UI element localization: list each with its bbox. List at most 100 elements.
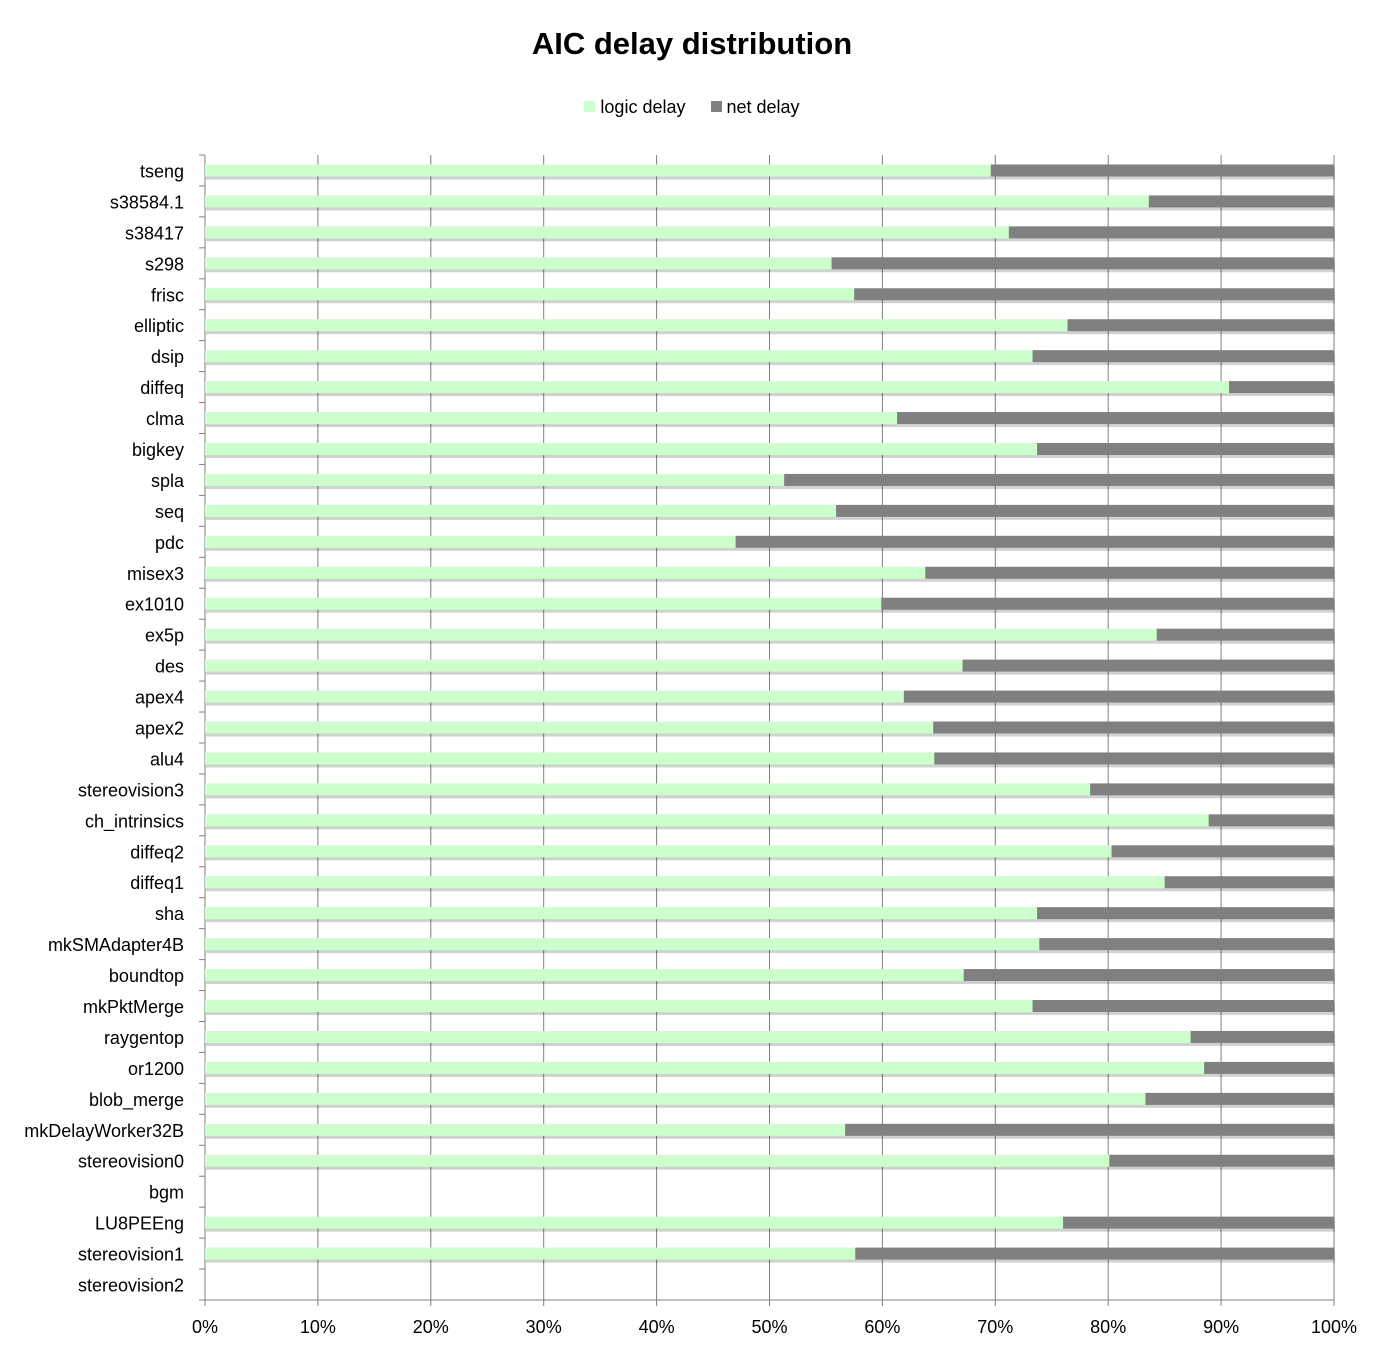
category-label: bgm [149,1183,184,1203]
bar-net-delay [836,504,1334,517]
bar-net-delay [1111,845,1334,858]
category-label: mkDelayWorker32B [24,1121,184,1141]
bar-net-delay [925,566,1334,579]
category-label: s298 [145,254,184,274]
category-label: stereovision1 [78,1245,184,1265]
bar-logic-delay [205,288,855,301]
bar-net-delay [1063,1216,1334,1229]
bar-logic-delay [205,473,785,486]
chart-title: AIC delay distribution [531,26,853,61]
x-tick-label: 50% [751,1317,787,1337]
bar-logic-delay [205,845,1112,858]
bar-logic-delay [205,752,935,765]
bar-net-delay [1037,442,1334,455]
chart-legend: logic delay net delay [0,97,1384,118]
bar-logic-delay [205,597,882,610]
legend-item-net-delay: net delay [710,97,800,118]
bar-net-delay [903,690,1334,703]
category-label: or1200 [128,1059,184,1079]
bar-net-delay [1208,814,1334,827]
bar-net-delay [854,288,1334,301]
bar-logic-delay [205,907,1038,920]
category-label: bigkey [132,440,184,460]
bar-logic-delay [205,628,1157,641]
x-tick-label: 90% [1203,1317,1239,1337]
category-label: frisc [151,285,184,305]
bar-net-delay [1090,783,1334,796]
bar-logic-delay [205,566,926,579]
bar-net-delay [990,164,1334,177]
bar-logic-delay [205,659,963,672]
bar-net-delay [1145,1092,1334,1105]
legend-swatch-logic-delay [584,101,596,112]
bar-logic-delay [205,412,898,425]
category-label: ex5p [145,626,184,646]
bar-net-delay [1164,876,1334,889]
category-label: stereovision2 [78,1276,184,1296]
bar-logic-delay [205,876,1165,889]
bar-logic-delay [205,1247,856,1260]
category-label: pdc [155,533,184,553]
bar-net-delay [831,257,1334,270]
x-tick-label: 100% [1311,1317,1357,1337]
bar-net-delay [933,721,1334,734]
bar-logic-delay [205,1154,1110,1167]
bar-logic-delay [205,1061,1205,1074]
category-label: stereovision3 [78,780,184,800]
bar-logic-delay [205,442,1038,455]
category-label: tseng [140,161,184,181]
bar-logic-delay [205,504,837,517]
category-label: ex1010 [125,595,184,615]
bar-logic-delay [205,319,1068,332]
category-label: apex2 [135,719,184,739]
category-label: boundtop [109,966,184,986]
bar-net-delay [845,1123,1334,1136]
bar-logic-delay [205,195,1149,208]
bar-net-delay [1008,226,1334,239]
bar-net-delay [1204,1061,1334,1074]
category-label: seq [155,502,184,522]
bar-logic-delay [205,1123,846,1136]
category-label: diffeq1 [130,873,184,893]
bar-net-delay [855,1247,1334,1260]
category-label: s38584.1 [110,192,184,212]
category-label: diffeq2 [130,842,184,862]
bar-net-delay [1067,319,1334,332]
category-label: ch_intrinsics [85,811,184,832]
category-label: diffeq [140,378,184,398]
bar-net-delay [1039,938,1334,951]
category-label: spla [151,471,185,491]
bar-net-delay [1032,350,1334,363]
bar-net-delay [1190,1030,1334,1043]
bar-logic-delay [205,938,1040,951]
bar-logic-delay [205,969,964,982]
category-label: mkPktMerge [83,997,184,1017]
bar-net-delay [881,597,1334,610]
bar-logic-delay [205,814,1209,827]
legend-item-logic-delay: logic delay [584,97,685,118]
bar-net-delay [1229,381,1334,394]
category-label: LU8PEEng [95,1214,184,1234]
bar-logic-delay [205,381,1230,394]
x-tick-label: 80% [1090,1317,1126,1337]
bar-net-delay [1109,1154,1334,1167]
bar-net-delay [962,659,1334,672]
bar-logic-delay [205,1030,1191,1043]
x-tick-label: 40% [639,1317,675,1337]
bar-logic-delay [205,1216,1064,1229]
bar-logic-delay [205,350,1033,363]
x-tick-label: 10% [300,1317,336,1337]
bar-logic-delay [205,783,1091,796]
category-label: raygentop [104,1028,184,1048]
bar-net-delay [1037,907,1334,920]
bar-net-delay [784,473,1334,486]
bar-logic-delay [205,226,1009,239]
bar-net-delay [1032,1000,1334,1013]
bar-net-delay [735,535,1334,548]
category-label: dsip [151,347,184,367]
category-label: s38417 [125,223,184,243]
bar-net-delay [934,752,1334,765]
category-label: mkSMAdapter4B [48,935,184,955]
